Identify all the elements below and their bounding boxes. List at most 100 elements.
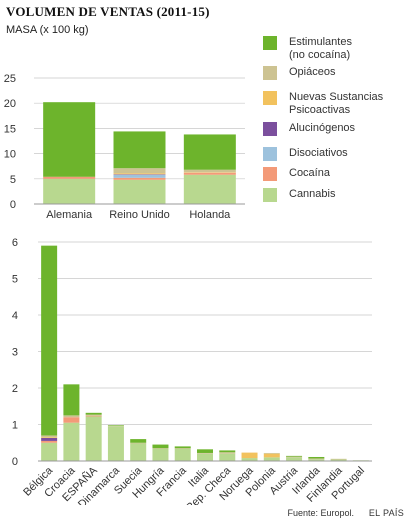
bar-segment-nuevas — [263, 453, 280, 458]
bar-segment-opiaceos — [152, 448, 169, 449]
bar-segment-opiaceos — [63, 415, 80, 418]
legend-label: Cannabis — [289, 188, 336, 200]
y-tick-label: 6 — [12, 237, 18, 249]
bar-segment-cannabis — [63, 422, 80, 461]
bar-segment-opiaceos — [197, 452, 213, 454]
bar-segment-cannabis — [286, 457, 303, 461]
y-tick-label: 4 — [12, 310, 18, 322]
bar-segment-cannabis — [43, 178, 96, 204]
legend-item-cannabis: Cannabis — [263, 188, 336, 202]
legend-swatch-nuevas — [263, 91, 277, 105]
top-bar-chart: 0 5 10 15 20 25 Alemania Reino Unido Holanda — [4, 73, 245, 221]
legend-swatch-alucinogenos — [263, 122, 277, 136]
bar-segment-cannabis — [183, 174, 236, 204]
bar-segment-opiaceos — [130, 442, 147, 444]
legend-swatch-cocaina — [263, 167, 277, 181]
y-tick-label: 20 — [4, 98, 16, 110]
y-tick-label: 25 — [4, 73, 16, 85]
bar-segment-opiaceos — [85, 414, 102, 416]
y-tick-label: 1 — [12, 420, 18, 432]
legend-item-opiaceos: Opiáceos — [263, 66, 336, 80]
y-tick-label: 10 — [4, 149, 16, 161]
bar-segment-estimulantes — [107, 425, 124, 426]
bar-segment-opiaceos — [107, 425, 124, 427]
x-tick-label: Alemania — [46, 209, 93, 221]
bar-segment-estimulantes — [197, 449, 213, 453]
bar-segment-estimulantes — [183, 134, 236, 170]
source-note: Fuente: Europol. — [287, 508, 354, 518]
bar-segment-opiaceos — [219, 452, 236, 454]
bar-segment-opiaceos — [330, 458, 347, 460]
legend-label: Nuevas Sustancias — [289, 91, 384, 103]
y-tick-label: 5 — [10, 174, 16, 186]
legend-label: Estimulantes — [289, 36, 352, 48]
bar-segment-opiaceos — [308, 458, 325, 460]
bar-segment-estimulantes — [219, 450, 236, 453]
bar-segment-opiaceos — [41, 435, 58, 438]
bar-segment-cannabis — [152, 448, 169, 461]
bar-segment-opiaceos — [113, 168, 166, 174]
legend-swatch-estimulantes — [263, 36, 277, 50]
legend-label: Alucinógenos — [289, 122, 356, 134]
legend-swatch-opiaceos — [263, 66, 277, 80]
bar-segment-cocaina — [183, 172, 236, 175]
bar-segment-estimulantes — [174, 446, 191, 449]
bar-segment-estimulantes — [63, 384, 80, 416]
bar-segment-disociativos — [113, 174, 166, 178]
bar-segment-cannabis — [219, 453, 236, 461]
legend-swatch-cannabis — [263, 188, 277, 202]
y-tick-label: 0 — [12, 456, 18, 468]
bar-segment-alucinogenos — [41, 438, 58, 441]
legend-label: (no cocaína) — [289, 49, 351, 61]
bar-segment-alucinogenos — [113, 174, 166, 175]
y-tick-label: 5 — [12, 274, 18, 286]
bar-segment-nuevas — [41, 437, 58, 439]
bottom-bar-chart: 0123456BélgicaCroaciaESPAÑADinamarcaSuec… — [12, 237, 372, 505]
bar-segment-estimulantes — [130, 439, 147, 443]
bar-segment-estimulantes — [43, 102, 96, 177]
bar-segment-cannabis — [107, 426, 124, 461]
bar-segment-opiaceos — [183, 169, 236, 173]
bar-segment-cannabis — [85, 416, 102, 461]
x-tick-label: Holanda — [189, 209, 231, 221]
bar-segment-cannabis — [241, 458, 258, 461]
legend-item-disociativos: Disociativos — [263, 147, 348, 161]
bar-segment-cannabis — [130, 443, 147, 461]
brand-label: EL PAÍS — [368, 508, 404, 518]
bar-segment-cocaina — [43, 176, 96, 179]
bar-segment-nuevas — [183, 172, 236, 173]
bar-segment-nuevas — [113, 173, 166, 175]
bar-segment-cocaina — [85, 415, 102, 417]
bar-segment-cannabis — [197, 453, 213, 461]
legend-item-nuevas: Nuevas Sustancias Psicoactivas — [263, 91, 383, 117]
legend-label: Cocaína — [289, 167, 330, 179]
bar-segment-nuevas — [241, 452, 258, 459]
bar-segment-estimulantes — [308, 456, 325, 459]
bar-segment-estimulantes — [152, 444, 169, 449]
bar-segment-opiaceos — [286, 456, 303, 458]
unit-label: MASA (x 100 kg) — [6, 24, 89, 36]
bar-segment-estimulantes — [41, 245, 58, 436]
y-tick-label: 2 — [12, 383, 18, 395]
bar-segment-cannabis — [113, 179, 166, 204]
bar-segment-estimulantes — [286, 455, 303, 457]
bar-segment-cannabis — [41, 442, 58, 461]
y-tick-label: 3 — [12, 347, 18, 359]
bar-segment-cannabis — [174, 448, 191, 461]
bar-segment-cocaina — [41, 440, 58, 443]
legend-label: Opiáceos — [289, 66, 336, 78]
bar-segment-cannabis — [330, 459, 347, 461]
bar-segment-cocaina — [113, 177, 166, 180]
bar-segment-opiaceos — [174, 448, 191, 449]
bar-segment-cocaina — [63, 417, 80, 423]
legend-item-estimulantes: Estimulantes (no cocaína) — [263, 36, 352, 62]
legend-swatch-disociativos — [263, 147, 277, 161]
legend-label: Psicoactivas — [289, 104, 351, 116]
y-tick-label: 0 — [10, 199, 16, 211]
y-tick-label: 15 — [4, 123, 16, 135]
bar-segment-cannabis — [263, 457, 280, 461]
bar-segment-estimulantes — [85, 412, 102, 415]
bar-segment-cannabis — [308, 459, 325, 461]
bar-segment-opiaceos — [263, 452, 280, 454]
